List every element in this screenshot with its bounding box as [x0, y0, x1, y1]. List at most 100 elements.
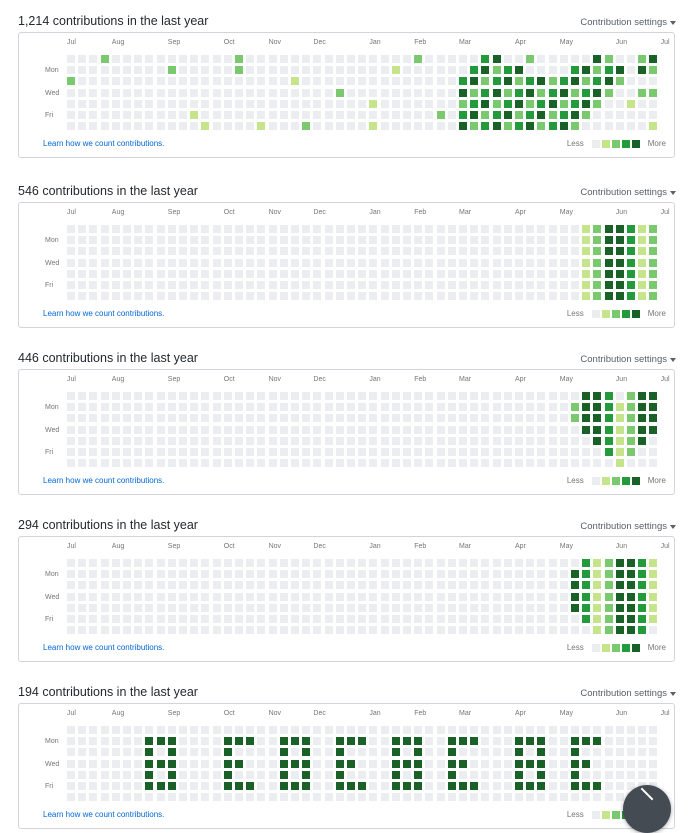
contribution-day-cell[interactable]	[526, 55, 535, 63]
contribution-day-cell[interactable]	[111, 782, 120, 790]
contribution-day-cell[interactable]	[369, 793, 378, 802]
contribution-day-cell[interactable]	[627, 615, 635, 623]
contribution-day-cell[interactable]	[145, 436, 154, 445]
contribution-day-cell[interactable]	[571, 122, 579, 131]
contribution-day-cell[interactable]	[246, 581, 255, 590]
contribution-day-cell[interactable]	[190, 603, 199, 612]
contribution-day-cell[interactable]	[190, 737, 199, 746]
contribution-day-cell[interactable]	[235, 236, 243, 245]
contribution-day-cell[interactable]	[335, 77, 344, 86]
contribution-day-cell[interactable]	[291, 759, 299, 768]
contribution-day-cell[interactable]	[582, 292, 591, 301]
contribution-day-cell[interactable]	[459, 258, 467, 267]
contribution-day-cell[interactable]	[627, 236, 635, 245]
contribution-day-cell[interactable]	[447, 414, 456, 423]
contribution-day-cell[interactable]	[615, 448, 624, 456]
contribution-day-cell[interactable]	[604, 425, 613, 434]
contribution-day-cell[interactable]	[380, 99, 389, 108]
contribution-day-cell[interactable]	[470, 782, 479, 790]
contribution-day-cell[interactable]	[571, 99, 579, 108]
contribution-day-cell[interactable]	[414, 559, 423, 567]
contribution-day-cell[interactable]	[492, 269, 501, 278]
contribution-day-cell[interactable]	[369, 225, 378, 233]
contribution-day-cell[interactable]	[156, 292, 165, 301]
contribution-day-cell[interactable]	[593, 737, 602, 746]
contribution-day-cell[interactable]	[257, 292, 266, 301]
contribution-day-cell[interactable]	[190, 748, 199, 757]
contribution-day-cell[interactable]	[167, 748, 176, 757]
contribution-day-cell[interactable]	[291, 592, 299, 601]
contribution-day-cell[interactable]	[369, 66, 378, 75]
contribution-day-cell[interactable]	[369, 626, 378, 635]
contribution-day-cell[interactable]	[257, 570, 266, 579]
contribution-day-cell[interactable]	[156, 748, 165, 757]
contribution-day-cell[interactable]	[436, 793, 445, 802]
contribution-day-cell[interactable]	[156, 626, 165, 635]
contribution-day-cell[interactable]	[615, 247, 624, 256]
contribution-day-cell[interactable]	[548, 425, 557, 434]
contribution-day-cell[interactable]	[459, 292, 467, 301]
contribution-day-cell[interactable]	[436, 726, 445, 734]
contribution-day-cell[interactable]	[492, 459, 501, 468]
contribution-day-cell[interactable]	[190, 570, 199, 579]
contribution-day-cell[interactable]	[369, 581, 378, 590]
contribution-day-cell[interactable]	[593, 122, 602, 131]
contribution-day-cell[interactable]	[358, 122, 367, 131]
contribution-day-cell[interactable]	[369, 403, 378, 412]
contribution-day-cell[interactable]	[223, 782, 232, 790]
contribution-day-cell[interactable]	[223, 793, 232, 802]
contribution-day-cell[interactable]	[380, 122, 389, 131]
contribution-day-cell[interactable]	[380, 414, 389, 423]
contribution-day-cell[interactable]	[347, 559, 355, 567]
contribution-day-cell[interactable]	[257, 592, 266, 601]
contribution-day-cell[interactable]	[279, 99, 288, 108]
contribution-day-cell[interactable]	[257, 759, 266, 768]
contribution-day-cell[interactable]	[111, 737, 120, 746]
contribution-day-cell[interactable]	[123, 292, 131, 301]
contribution-day-cell[interactable]	[145, 603, 154, 612]
contribution-day-cell[interactable]	[279, 225, 288, 233]
contribution-day-cell[interactable]	[638, 615, 647, 623]
contribution-day-cell[interactable]	[358, 403, 367, 412]
contribution-day-cell[interactable]	[627, 269, 635, 278]
contribution-day-cell[interactable]	[313, 793, 322, 802]
contribution-day-cell[interactable]	[324, 436, 333, 445]
contribution-day-cell[interactable]	[503, 770, 512, 779]
contribution-settings-dropdown[interactable]: Contribution settings	[580, 688, 676, 699]
contribution-day-cell[interactable]	[302, 281, 311, 289]
contribution-day-cell[interactable]	[537, 726, 546, 734]
contribution-day-cell[interactable]	[615, 592, 624, 601]
contribution-day-cell[interactable]	[503, 236, 512, 245]
contribution-day-cell[interactable]	[167, 759, 176, 768]
contribution-day-cell[interactable]	[414, 770, 423, 779]
contribution-day-cell[interactable]	[503, 66, 512, 75]
contribution-day-cell[interactable]	[604, 448, 613, 456]
contribution-day-cell[interactable]	[391, 737, 400, 746]
contribution-day-cell[interactable]	[302, 247, 311, 256]
contribution-day-cell[interactable]	[268, 392, 277, 400]
contribution-day-cell[interactable]	[638, 66, 647, 75]
contribution-day-cell[interactable]	[571, 770, 579, 779]
contribution-day-cell[interactable]	[436, 626, 445, 635]
contribution-day-cell[interactable]	[223, 292, 232, 301]
contribution-day-cell[interactable]	[503, 448, 512, 456]
contribution-day-cell[interactable]	[111, 615, 120, 623]
contribution-day-cell[interactable]	[291, 793, 299, 802]
contribution-day-cell[interactable]	[358, 626, 367, 635]
contribution-day-cell[interactable]	[291, 615, 299, 623]
contribution-day-cell[interactable]	[134, 99, 143, 108]
contribution-day-cell[interactable]	[593, 782, 602, 790]
contribution-day-cell[interactable]	[67, 782, 75, 790]
contribution-day-cell[interactable]	[156, 414, 165, 423]
contribution-day-cell[interactable]	[179, 403, 187, 412]
contribution-day-cell[interactable]	[167, 66, 176, 75]
contribution-day-cell[interactable]	[100, 281, 109, 289]
contribution-day-cell[interactable]	[111, 122, 120, 131]
contribution-day-cell[interactable]	[503, 55, 512, 63]
contribution-day-cell[interactable]	[571, 436, 579, 445]
contribution-day-cell[interactable]	[78, 570, 87, 579]
contribution-day-cell[interactable]	[369, 55, 378, 63]
contribution-day-cell[interactable]	[481, 258, 490, 267]
contribution-day-cell[interactable]	[313, 759, 322, 768]
contribution-day-cell[interactable]	[335, 559, 344, 567]
